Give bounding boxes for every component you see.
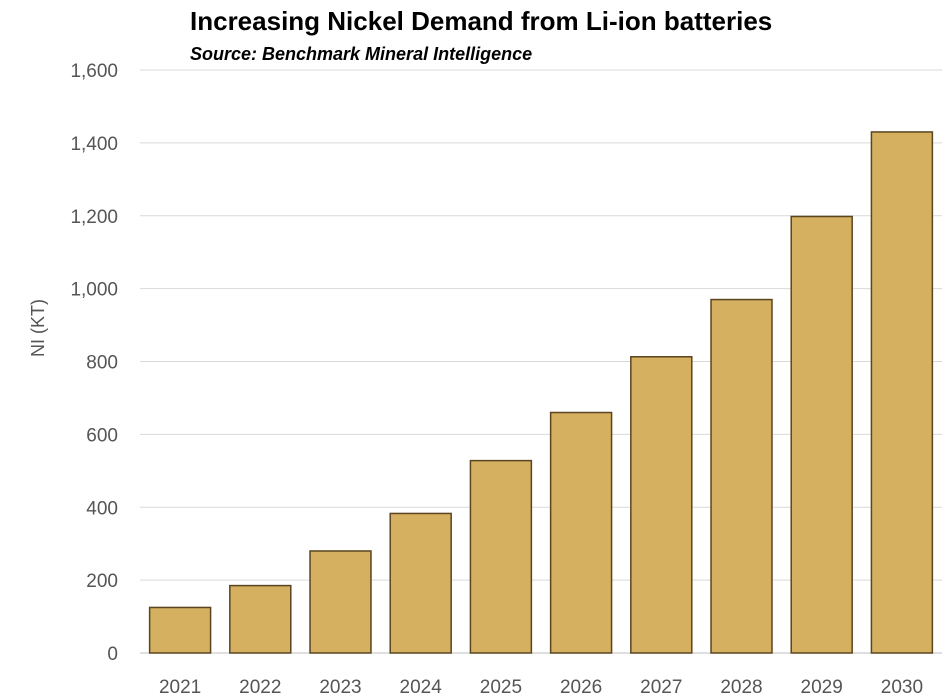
y-tick-label: 1,600 — [70, 61, 118, 82]
y-tick-label: 1,400 — [70, 134, 118, 155]
bar-2023 — [309, 550, 372, 654]
bar-2026 — [549, 411, 613, 654]
bar-2022 — [229, 584, 292, 654]
y-tick-label: 400 — [86, 498, 118, 519]
y-tick-label: 800 — [86, 353, 118, 374]
y-tick-label: 200 — [86, 571, 118, 592]
x-tick-label: 2024 — [400, 677, 443, 698]
bar-2024 — [389, 512, 452, 654]
x-tick-label: 2028 — [720, 677, 762, 698]
x-tick-label: 2030 — [881, 677, 923, 698]
x-tick-label: 2022 — [239, 677, 281, 698]
bar-2029 — [790, 215, 853, 654]
y-tick-label: 1,000 — [70, 280, 118, 301]
x-tick-label: 2025 — [480, 677, 522, 698]
bar-2021 — [148, 606, 212, 654]
bar-2025 — [469, 459, 533, 654]
bar-2028 — [710, 298, 773, 654]
x-tick-label: 2021 — [159, 677, 201, 698]
chart-title: Increasing Nickel Demand from Li-ion bat… — [190, 6, 773, 36]
x-tick-label: 2027 — [640, 677, 682, 698]
bar-2030 — [870, 131, 934, 654]
chart-subtitle: Source: Benchmark Mineral Intelligence — [190, 44, 533, 64]
x-tick-label: 2023 — [319, 677, 361, 698]
y-axis-title: NI (KT) — [28, 299, 48, 357]
y-tick-label: 1,200 — [70, 207, 118, 228]
x-tick-label: 2026 — [560, 677, 602, 698]
y-tick-label: 0 — [107, 644, 118, 665]
y-tick-label: 600 — [86, 425, 118, 446]
x-tick-label: 2029 — [801, 677, 843, 698]
bar-2027 — [630, 356, 693, 654]
